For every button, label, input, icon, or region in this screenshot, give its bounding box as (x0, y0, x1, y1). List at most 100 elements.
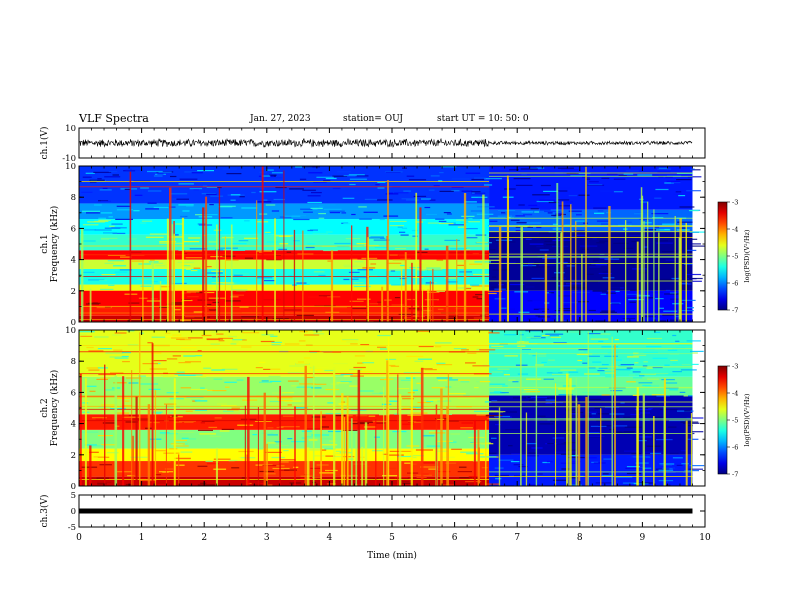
ch1-spectrogram-sferic-spike (224, 236, 226, 322)
ch1-spectrogram-band-after (489, 290, 693, 322)
ch1-spectrogram-sferic-spike (556, 183, 559, 322)
ch1-spectrogram-speckle (85, 303, 100, 305)
ch2-spectrogram-speckle (476, 381, 484, 383)
ch2-spectrogram-speckle (620, 402, 625, 404)
ch2-spectrogram-speckle (642, 365, 648, 367)
ch2-spectrogram-speckle (147, 342, 153, 344)
ch1-spectrogram-speckle (430, 175, 440, 177)
ch1-spectrogram-speckle (230, 199, 236, 201)
ch2-spectrogram-sferic-spike (569, 378, 572, 486)
ch1-spectrogram-speckle (195, 214, 204, 216)
ch2-spectrogram-speckle (436, 362, 446, 364)
ch1-spectrogram-speckle (435, 218, 445, 220)
ch2-spectrogram-speckle (269, 400, 282, 403)
ch2-spectrogram-speckle (412, 456, 417, 459)
ch1-spectrogram-speckle (265, 204, 276, 206)
ch2-spectrogram-speckle (179, 420, 196, 422)
ch1-spectrogram-speckle (417, 251, 428, 253)
ch2-spectrogram-speckle (176, 431, 195, 433)
ch1-spectrogram-speckle (665, 176, 673, 178)
ch1-spectrogram-speckle (530, 208, 539, 210)
ch2-spectrogram-speckle (437, 440, 454, 442)
ch2-spectrogram-speckle (313, 333, 325, 335)
ch1-spectrogram-speckle (514, 261, 522, 263)
ch1-spectrogram-speckle (609, 287, 621, 289)
ch1-spectrogram-speckle (523, 214, 533, 216)
ch2-spectrogram-speckle (400, 379, 411, 381)
ch1-spectrogram-speckle (472, 296, 479, 298)
ch1-spectrogram-speckle (657, 320, 666, 322)
ch2-spectrogram-speckle (675, 471, 683, 474)
ch2-spectrogram-speckle (609, 470, 618, 472)
ch2-spectrogram-speckle (680, 369, 697, 371)
ch1-spectrogram-speckle (615, 290, 620, 292)
ch1-spectrogram-speckle (88, 279, 105, 281)
ch2-spectrogram-speckle (494, 474, 510, 477)
ch2-spectrogram-speckle (164, 468, 174, 470)
ch2-spectrogram-speckle (375, 415, 387, 417)
ch2-spectrogram-speckle (526, 443, 537, 445)
ch2-spectrogram-speckle (209, 349, 219, 351)
ch1-spectrogram-sferic-spike (261, 166, 264, 322)
ch1-spectrogram-speckle (305, 246, 315, 249)
ch1-spectrogram-speckle (599, 257, 613, 259)
ch1-spectrogram-speckle (562, 302, 578, 304)
ch1-spectrogram-speckle (399, 231, 406, 233)
ch2-spectrogram-speckle (453, 385, 460, 388)
ch1-spectrogram-y-label: ch.1 (40, 234, 50, 253)
ch2-spectrogram-speckle (564, 429, 575, 431)
ch2-spectrogram-speckle (402, 423, 414, 425)
ch2-spectrogram-speckle (468, 436, 485, 439)
ch2-spectrogram-sferic-spike (498, 407, 501, 486)
ch2-spectrogram-speckle (543, 378, 554, 380)
ch1-spectrogram-speckle (352, 307, 369, 310)
ch2-spectrogram-sferic-spike (257, 407, 259, 486)
ch1-spectrogram-speckle (406, 199, 419, 201)
ch2-spectrogram-speckle (110, 408, 126, 410)
ch2-spectrogram-speckle (603, 458, 612, 460)
ch1-spectrogram-speckle (377, 187, 385, 189)
ch1-spectrogram-speckle (436, 290, 445, 292)
ch2-spectrogram-speckle (282, 426, 300, 428)
ch2-spectrogram-speckle (362, 362, 375, 364)
ch1-spectrogram-speckle (545, 282, 556, 284)
ch1-spectrogram-speckle (203, 287, 215, 289)
ch2-spectrogram-speckle (325, 386, 333, 388)
ch2-spectrogram-speckle (261, 432, 274, 434)
ch2-spectrogram-speckle (586, 411, 597, 413)
ch2-spectrogram-speckle (664, 364, 670, 366)
ch1-spectrogram-speckle (233, 274, 243, 276)
ch1-spectrogram-speckle (475, 294, 484, 296)
ch2-spectrogram-speckle (688, 468, 703, 470)
ch1-spectrogram-sferic-spike (230, 224, 233, 322)
ch2-spectrogram-speckle (681, 463, 689, 465)
ch1-spectrogram-speckle (617, 252, 628, 254)
ch1-spectrogram-speckle (521, 211, 534, 213)
ch1-spectrogram-speckle (677, 221, 693, 223)
ch1-spectrogram-speckle (186, 264, 192, 266)
ch1-spectrogram-speckle (307, 201, 322, 204)
ch1-spectrogram-speckle (241, 207, 258, 209)
y-tick-label: 8 (71, 357, 76, 367)
ch2-spectrogram-speckle (80, 335, 93, 337)
ch2-spectrogram-speckle (476, 348, 481, 351)
ch2-spectrogram-speckle (346, 341, 358, 343)
ch1-spectrogram-speckle (212, 301, 219, 304)
ch1-spectrogram-speckle (444, 239, 460, 241)
ch1-spectrogram-speckle (439, 190, 454, 192)
ch2-spectrogram-speckle (547, 359, 555, 361)
ch1-spectrogram-speckle (504, 188, 516, 190)
ch2-spectrogram-speckle (426, 445, 442, 447)
ch1-spectrogram-speckle (526, 286, 535, 288)
ch1-spectrogram-speckle (222, 168, 237, 170)
ch1-spectrogram-speckle (690, 168, 695, 170)
ch2-spectrogram-speckle (178, 374, 196, 377)
ch2-spectrogram-speckle (121, 355, 129, 358)
ch2-spectrogram-speckle (558, 394, 573, 396)
ch1-spectrogram-speckle (593, 207, 607, 209)
ch1-spectrogram-speckle (466, 237, 478, 239)
ch1-spectrogram-speckle (202, 234, 207, 236)
ch2-spectrogram-speckle (316, 464, 329, 466)
ch2-spectrogram-speckle (270, 335, 278, 337)
ch1-spectrogram-cells (79, 166, 705, 322)
